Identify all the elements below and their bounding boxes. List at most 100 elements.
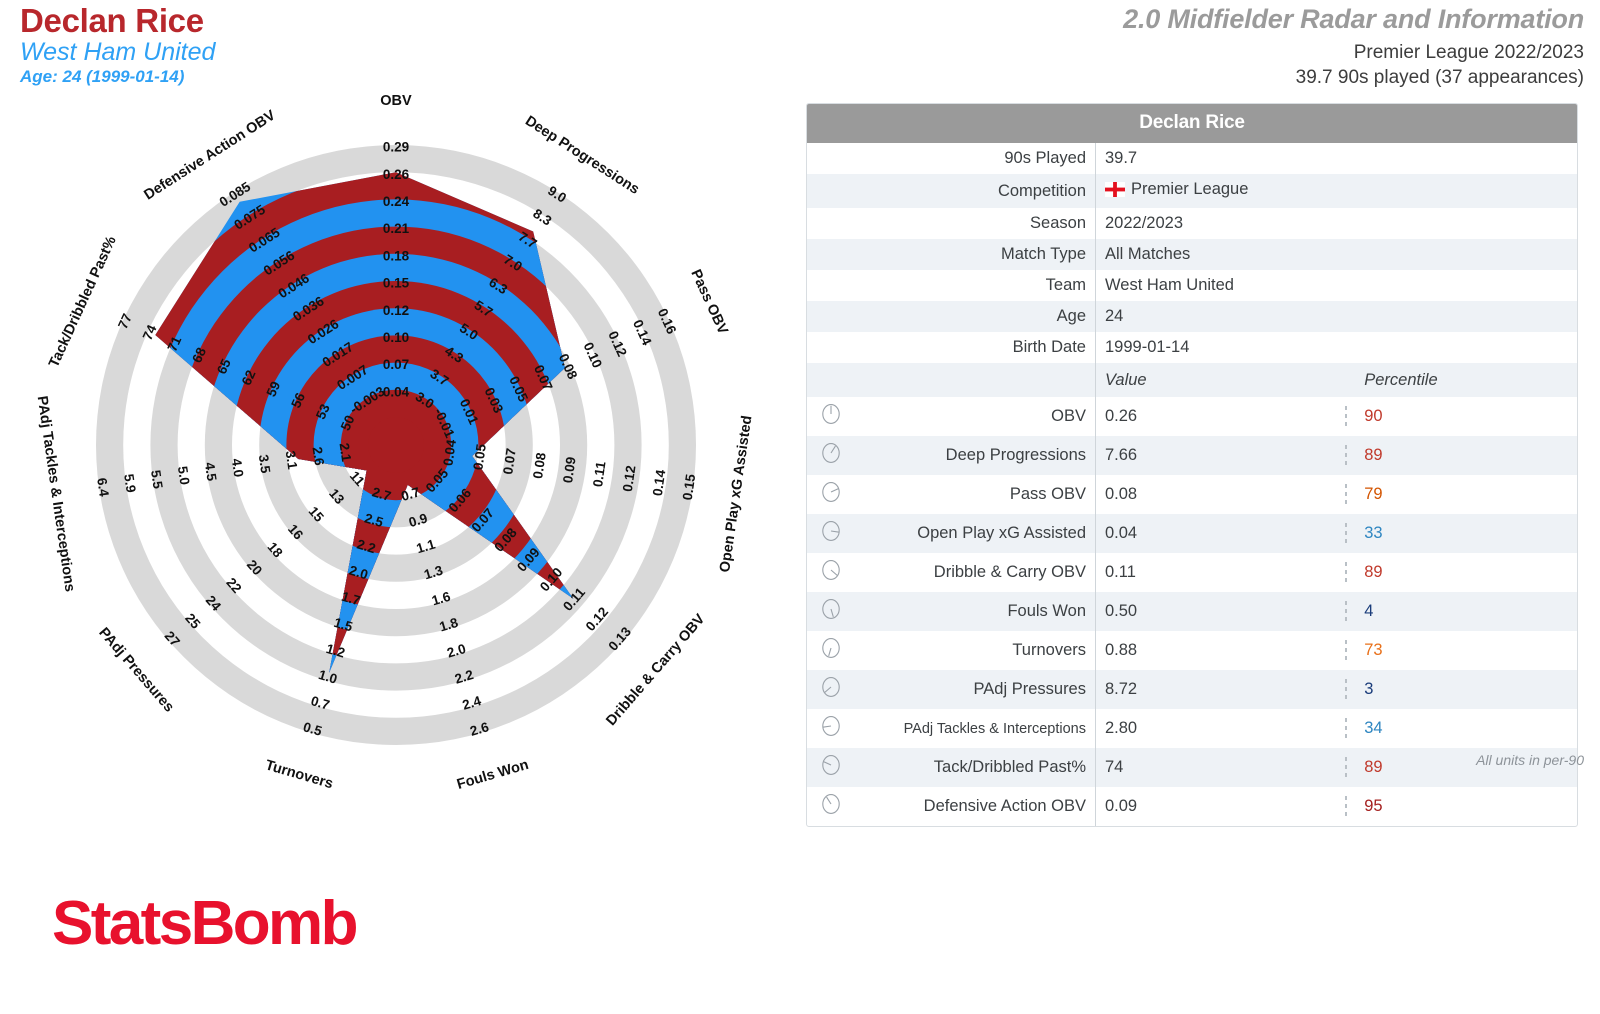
stat-row-icon: [807, 436, 855, 475]
row-label: Season: [855, 208, 1096, 239]
stat-row: OBV 0.26 90: [807, 397, 1577, 436]
row-value: 2022/2023: [1105, 214, 1183, 232]
row-icon-slot: [807, 208, 855, 239]
units-note: All units in per-90: [1476, 752, 1584, 768]
radar-tick-label: 2.6: [468, 719, 491, 739]
gauge-icon: [816, 442, 846, 469]
statsbomb-logo-text: StatsBomb: [52, 889, 358, 958]
radar-center-hub: [368, 417, 424, 473]
radar-tick-label: 0.7: [399, 484, 421, 504]
player-age-birthdate: Age: 24 (1999-01-14): [20, 67, 185, 86]
row-value: West Ham United: [1105, 276, 1234, 294]
stat-row: Tack/Dribbled Past% 74 89: [807, 748, 1577, 787]
gauge-icon: [816, 481, 846, 508]
radar-tick-label: 1.6: [430, 589, 453, 609]
stat-row-label: Defensive Action OBV: [855, 787, 1096, 826]
radar-tick-label: 0.15: [680, 473, 699, 502]
radar-tick-label: 5.0: [175, 465, 193, 486]
stat-row-percentile: 34: [1336, 709, 1577, 748]
stat-row-label: Dribble & Carry OBV: [855, 553, 1096, 592]
radar-axis-label: Open Play xG Assisted: [717, 414, 755, 573]
radar-axis-label: Fouls Won: [455, 757, 530, 793]
radar-tick-label: 0.5: [301, 719, 324, 739]
radar-axis-label: Turnovers: [263, 757, 335, 792]
radar-tick-label: 0.04: [383, 384, 410, 399]
radar-tick-label: 2.2: [355, 537, 377, 557]
table-row: 90s Played 39.7: [807, 143, 1577, 174]
radar-tick-label: 2.0: [347, 563, 369, 583]
stat-row-percentile: 73: [1336, 631, 1577, 670]
radar-tick-label: 56: [288, 390, 308, 410]
radar-tick-label: 2.6: [310, 446, 328, 467]
player-name: Declan Rice: [20, 2, 204, 39]
table-row: Match Type All Matches: [807, 239, 1577, 270]
stat-row-value: 0.88: [1105, 641, 1138, 659]
radar-tick-label: 3.1: [283, 450, 301, 471]
radar-axis-label: Pass OBV: [687, 267, 730, 337]
stat-row-value: 7.66: [1105, 446, 1138, 464]
radar-tick-label: 2.0: [445, 641, 467, 661]
radar-tick-label: 0.12: [620, 464, 639, 492]
stat-row: PAdj Tackles & Interceptions 2.80 34: [807, 709, 1577, 748]
table-row: Birth Date 1999-01-14: [807, 332, 1577, 363]
stat-row-icon: [807, 670, 855, 709]
radar-tick-label: 22: [223, 575, 244, 596]
stat-row-value: 0.09: [1105, 797, 1138, 815]
radar-tick-label: 74: [140, 322, 160, 342]
radar-tick-label: 0.08: [530, 451, 549, 480]
gauge-icon: [816, 793, 846, 820]
gauge-icon: [816, 715, 846, 742]
row-label: Team: [855, 270, 1096, 301]
gauge-icon: [816, 754, 846, 781]
table-row: Age 24: [807, 301, 1577, 332]
radar-tick-label: 77: [115, 311, 135, 331]
stat-row-percentile: 4: [1336, 592, 1577, 631]
radar-tick-label: 0.07: [500, 447, 519, 475]
stat-columns-header: Value Percentile: [807, 363, 1577, 397]
radar-tick-label: 5.5: [148, 469, 166, 490]
stat-row-label: Deep Progressions: [855, 436, 1096, 475]
row-icon-slot: [807, 270, 855, 301]
stat-row-label: Open Play xG Assisted: [855, 514, 1096, 553]
radar-tick-label: 0.21: [383, 221, 410, 236]
stat-row-label: Pass OBV: [855, 475, 1096, 514]
stat-row-value: 0.11: [1105, 563, 1136, 581]
stat-row-label: PAdj Pressures: [855, 670, 1096, 709]
table-row: Team West Ham United: [807, 270, 1577, 301]
row-value: All Matches: [1105, 245, 1191, 263]
stat-row-percentile: 89: [1336, 748, 1577, 787]
radar-tick-label: 0.05: [470, 442, 489, 471]
radar-tick-label: 20: [244, 557, 265, 578]
stat-row-icon: [807, 475, 855, 514]
radar-tick-label: 1.7: [340, 589, 362, 609]
radar-tick-label: 2.4: [461, 693, 484, 713]
radar-tick-label: 0.04: [440, 438, 459, 467]
stat-row-value: 8.72: [1105, 680, 1138, 698]
row-value: Premier League: [1096, 174, 1578, 208]
stat-row-percentile: 79: [1336, 475, 1577, 514]
stat-row-icon: [807, 787, 855, 826]
stat-row: Dribble & Carry OBV 0.11 89: [807, 553, 1577, 592]
row-label: Competition: [855, 174, 1096, 208]
stat-row-label: PAdj Tackles & Interceptions: [855, 709, 1096, 748]
england-flag-icon: [1105, 182, 1125, 202]
radar-tick-label: 27: [162, 628, 183, 649]
info-table: 90s Played 39.7 Competition Premier League S…: [807, 143, 1577, 826]
stat-row: PAdj Pressures 8.72 3: [807, 670, 1577, 709]
radar-template-title: 2.0 Midfielder Radar and Information: [1123, 4, 1584, 34]
radar-tick-label: 0.11: [590, 460, 609, 488]
radar-tick-label: 0.7: [309, 693, 331, 713]
stat-row-percentile: 89: [1336, 436, 1577, 475]
stat-row: Defensive Action OBV 0.09 95: [807, 787, 1577, 826]
stat-row-percentile: 95: [1336, 787, 1577, 826]
radar-tick-label: 1.8: [438, 615, 461, 635]
radar-tick-label: 53: [313, 401, 333, 421]
radar-tick-label: 1.3: [422, 563, 445, 583]
stat-row-icon: [807, 631, 855, 670]
radar-tick-label: 1.0: [317, 667, 339, 687]
radar-tick-label: 0.26: [383, 167, 410, 182]
gauge-icon: [816, 520, 846, 547]
team-name: West Ham United: [20, 38, 216, 66]
row-value: 39.7: [1105, 149, 1138, 167]
radar-tick-label: 3.5: [256, 454, 274, 475]
